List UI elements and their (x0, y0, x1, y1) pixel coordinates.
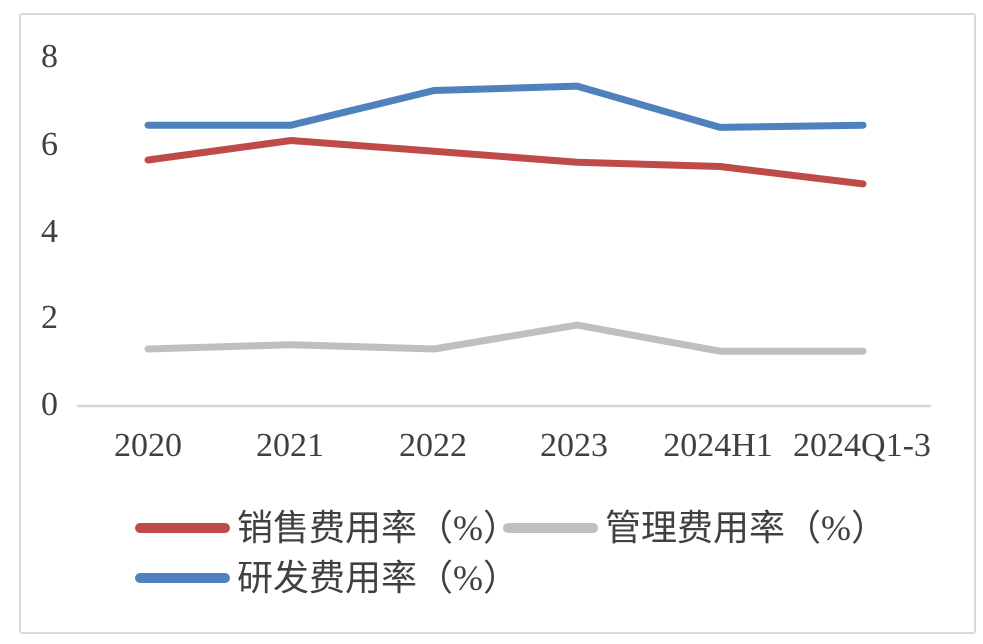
x-tick-label-2024q13: 2024Q1-3 (793, 427, 931, 464)
legend-swatch-admin-expense-icon (503, 523, 598, 533)
x-tick-label-2023: 2023 (540, 427, 608, 464)
y-tick-label-0: 0 (41, 386, 58, 423)
chart-card-border (19, 13, 976, 634)
legend-swatch-sales-expense-icon (135, 523, 230, 533)
legend-label-admin-expense: 管理费用率（%） (605, 508, 887, 548)
series-line-1 (144, 321, 867, 355)
y-tick-label-6: 6 (41, 126, 58, 163)
legend-swatch-rd-expense-icon (135, 573, 230, 583)
y-tick-label-2: 2 (41, 299, 58, 336)
legend-label-rd-expense: 研发费用率（%） (237, 558, 519, 598)
legend-item-rd-expense: 研发费用率（%） (135, 554, 519, 602)
x-tick-label-2022: 2022 (399, 427, 467, 464)
x-tick-label-2020: 2020 (114, 427, 182, 464)
legend-label-sales-expense: 销售费用率（%） (237, 508, 519, 548)
series-line-0 (144, 137, 867, 188)
x-tick-label-2024h1: 2024H1 (663, 427, 773, 464)
series-line-2 (144, 82, 867, 131)
y-tick-label-4: 4 (41, 213, 58, 250)
legend-item-admin-expense: 管理费用率（%） (503, 504, 887, 552)
legend-item-sales-expense: 销售费用率（%） (135, 504, 519, 552)
x-tick-label-2021: 2021 (256, 427, 324, 464)
y-tick-label-8: 8 (41, 38, 58, 75)
